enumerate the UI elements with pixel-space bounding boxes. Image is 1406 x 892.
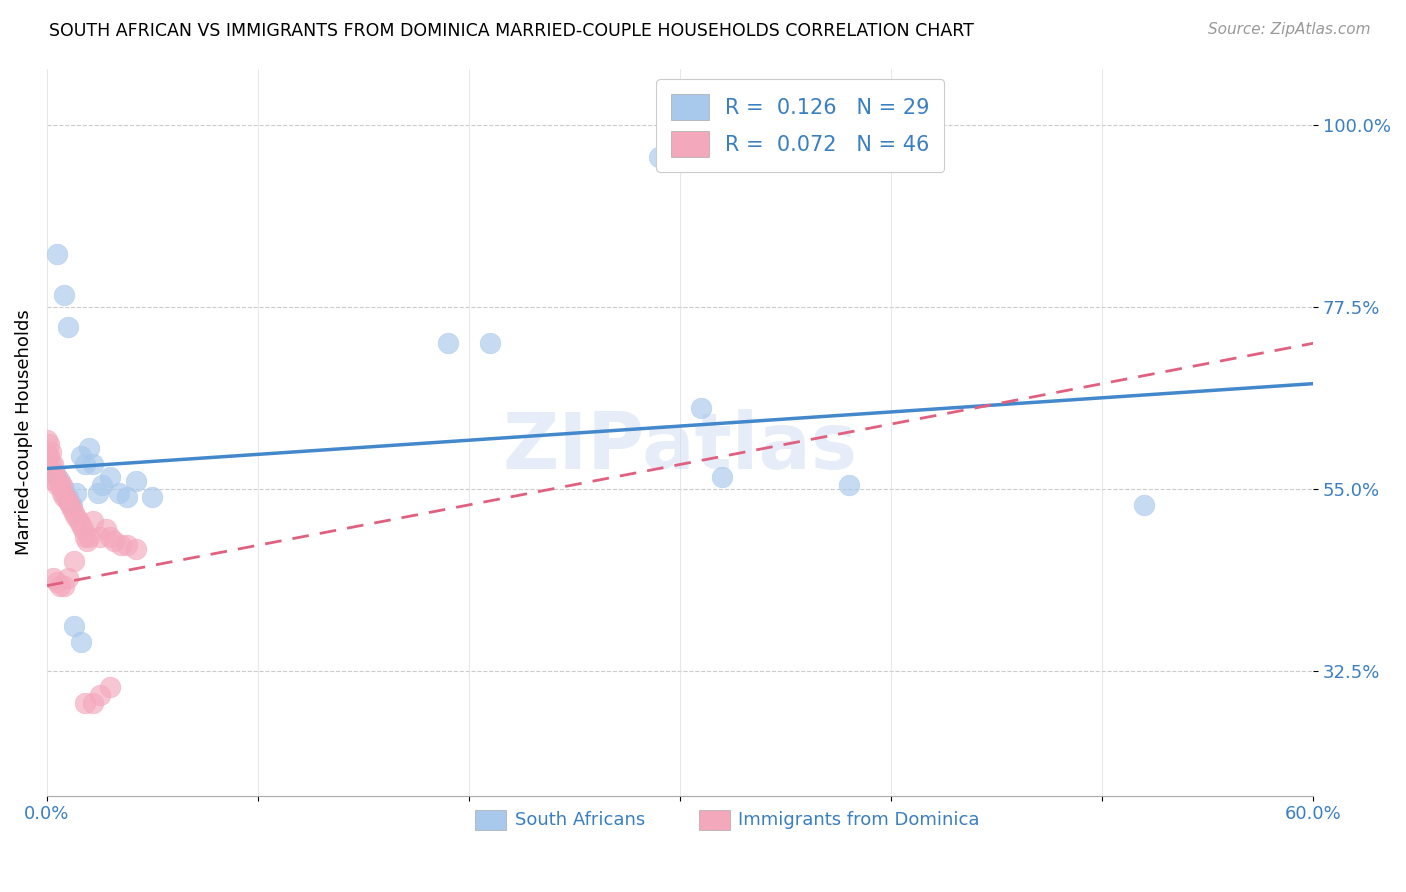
- Point: [39, 458, 62, 472]
- Text: Source: ZipAtlas.com: Source: ZipAtlas.com: [1208, 22, 1371, 37]
- Point: [44, 474, 66, 488]
- Point: [107, 485, 129, 500]
- Point: [73, 530, 96, 544]
- Point: [63, 619, 86, 633]
- Point: [39, 445, 62, 459]
- Point: [82, 696, 104, 710]
- Point: [124, 542, 146, 557]
- Point: [124, 474, 146, 488]
- Point: [437, 336, 460, 351]
- Point: [56, 490, 79, 504]
- Text: South Africans: South Africans: [515, 811, 645, 829]
- Legend: R =  0.126   N = 29, R =  0.072   N = 46: R = 0.126 N = 29, R = 0.072 N = 46: [657, 78, 945, 172]
- Point: [77, 442, 100, 456]
- Point: [52, 482, 75, 496]
- Point: [35, 466, 58, 480]
- Point: [82, 458, 104, 472]
- Point: [1133, 498, 1156, 512]
- Point: [55, 490, 77, 504]
- Point: [72, 522, 94, 536]
- Point: [56, 571, 79, 585]
- Point: [63, 554, 86, 568]
- Point: [35, 434, 58, 448]
- Point: [56, 320, 79, 334]
- Point: [46, 247, 69, 261]
- Point: [46, 469, 69, 483]
- Point: [42, 458, 65, 472]
- Point: [46, 574, 69, 589]
- Point: [52, 490, 75, 504]
- Point: [648, 150, 671, 164]
- Point: [98, 680, 121, 694]
- Point: [690, 401, 713, 415]
- Point: [42, 571, 65, 585]
- Point: [73, 696, 96, 710]
- Point: [60, 498, 83, 512]
- Point: [51, 477, 73, 491]
- Text: Immigrants from Dominica: Immigrants from Dominica: [738, 811, 980, 829]
- Point: [115, 490, 138, 504]
- Point: [69, 450, 91, 464]
- Point: [59, 498, 82, 512]
- Point: [38, 450, 60, 464]
- Point: [67, 514, 90, 528]
- Y-axis label: Married-couple Households: Married-couple Households: [15, 310, 32, 555]
- Point: [89, 530, 111, 544]
- Point: [52, 287, 75, 301]
- Point: [51, 485, 73, 500]
- Point: [63, 506, 86, 520]
- Point: [35, 450, 58, 464]
- Point: [98, 469, 121, 483]
- Point: [479, 336, 502, 351]
- Point: [98, 530, 121, 544]
- Point: [115, 538, 138, 552]
- Point: [69, 635, 91, 649]
- Point: [90, 477, 112, 491]
- Point: [73, 458, 96, 472]
- Point: [86, 485, 108, 500]
- Point: [69, 518, 91, 533]
- Text: ZIPatlas: ZIPatlas: [502, 409, 858, 484]
- Point: [65, 510, 87, 524]
- Point: [711, 469, 734, 483]
- Point: [56, 493, 79, 508]
- Point: [44, 466, 66, 480]
- Point: [48, 477, 70, 491]
- Point: [65, 485, 87, 500]
- Point: [76, 534, 98, 549]
- Point: [52, 579, 75, 593]
- Point: [42, 466, 65, 480]
- Point: [46, 477, 69, 491]
- Point: [103, 534, 125, 549]
- Point: [89, 688, 111, 702]
- Point: [77, 530, 100, 544]
- Point: [60, 502, 83, 516]
- Point: [94, 522, 117, 536]
- Point: [838, 477, 860, 491]
- Point: [110, 538, 132, 552]
- Point: [141, 490, 163, 504]
- Point: [48, 579, 70, 593]
- Point: [82, 514, 104, 528]
- Point: [48, 474, 70, 488]
- Text: SOUTH AFRICAN VS IMMIGRANTS FROM DOMINICA MARRIED-COUPLE HOUSEHOLDS CORRELATION : SOUTH AFRICAN VS IMMIGRANTS FROM DOMINIC…: [49, 22, 974, 40]
- Point: [38, 437, 60, 451]
